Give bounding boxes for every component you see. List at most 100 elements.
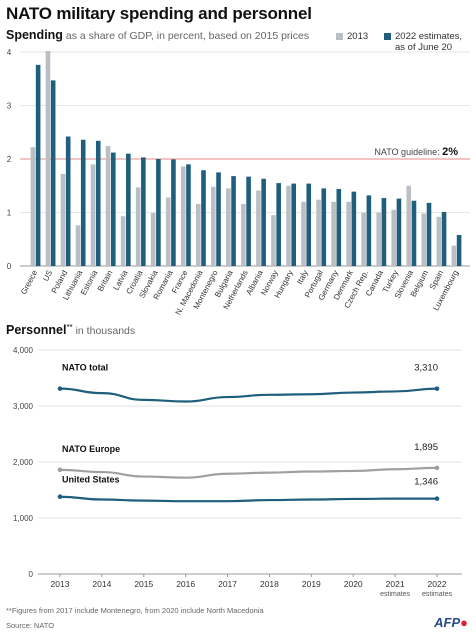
line-x-tick-label: 2021 [386,579,405,589]
bar-2022 [411,200,417,266]
series-start-point [57,494,63,500]
series-end-point [434,496,440,501]
bar-2013 [316,199,321,266]
bar-2013 [391,209,397,266]
bar-2013 [195,203,201,266]
source-note: Source: NATO [6,621,55,630]
personnel-subtext: in thousands [75,325,136,337]
afp-logo-text: AFP [434,615,461,630]
bar-x-tick-label: US [41,269,54,283]
bar-2013 [90,164,96,266]
line-x-tick-label: 2022 [428,579,447,589]
bar-2013 [256,190,261,266]
series-end-value-label: 1,346 [414,477,438,488]
bar-2022 [426,202,432,266]
bar-2013 [180,166,186,266]
legend-item-2013: 2013 [336,31,368,42]
series-name-label: NATO Europe [62,444,120,454]
bar-2013 [120,216,126,266]
bar-2022 [65,136,71,266]
bar-2022 [80,139,86,266]
legend-swatch-2013 [336,32,343,40]
line-x-tick-label: 2015 [134,579,153,589]
bar-2022 [261,178,266,266]
personnel-subtitle: Personnel** in thousands [6,323,135,337]
bar-2013 [421,213,427,266]
personnel-footnote-mark: ** [66,323,73,332]
bar-2022 [381,198,387,266]
series-end-point [434,386,440,391]
bar-2022 [321,188,327,266]
series-start-point [57,386,63,391]
series-line [59,495,437,503]
line-x-tick-label: 2016 [176,579,195,589]
series-name-label: NATO total [62,363,108,373]
legend-label-2013: 2013 [347,31,369,42]
bar-2013 [436,216,442,266]
bar-2022 [231,176,236,266]
spending-heading: Spending [6,28,63,42]
bar-2013 [346,201,351,266]
footnote: **Figures from 2017 include Montenegro, … [6,606,264,615]
bar-2013 [30,147,36,266]
bar-2013 [75,225,81,266]
bar-x-tick-label: Greece [19,268,40,296]
line-x-tick-label: 2019 [302,579,321,589]
spending-subtitle: Spending as a share of GDP, in percent, … [6,28,309,42]
legend-label-2022-line2: as of June 20 [395,42,453,53]
line-x-tick-label: 2020 [344,579,363,589]
bar-2022 [276,183,281,266]
bar-2013 [60,173,66,266]
bar-2013 [165,197,171,266]
bar-2022 [35,64,41,266]
bar-2022 [216,172,221,266]
bar-2022 [156,159,161,266]
bar-2013 [406,185,412,266]
bar-2013 [361,212,366,266]
bar-2013 [451,245,457,266]
line-x-tick-sublabel: estimates [380,591,410,598]
bar-2022 [441,211,447,266]
bar-2013 [331,201,336,266]
series-end-value-label: 3,310 [414,363,438,374]
line-y-tick-label: 1,000 [13,514,34,523]
bar-y-tick-label: 4 [7,48,12,57]
bar-x-tick-label: Italy [295,269,310,286]
bar-2013 [376,212,382,266]
bar-2013 [211,186,216,266]
bar-2022 [366,195,372,266]
bar-2022 [110,152,116,266]
series-line [59,387,438,403]
bar-2022 [126,153,131,266]
bar-2022 [95,140,101,266]
bar-2022 [141,157,146,266]
bar-y-tick-label: 0 [7,262,12,271]
line-y-tick-label: 3,000 [13,402,34,411]
legend-item-2022: 2022 estimates, as of June 20 [384,31,462,53]
bar-x-tick-label: Britain [96,269,115,293]
bar-2013 [301,201,306,266]
legend-label-2022-line1: 2022 estimates, [395,31,463,42]
bar-2022 [246,176,251,266]
chart-title: NATO military spending and personnel [6,4,312,23]
bar-2022 [171,159,176,266]
bar-2013 [150,213,156,266]
line-y-tick-label: 2,000 [13,458,34,467]
series-name-label: United States [62,475,120,485]
line-x-tick-label: 2018 [260,579,279,589]
series-line [59,466,438,479]
line-y-tick-label: 4,000 [13,346,34,355]
bar-2013 [226,188,231,266]
series-end-point [434,465,440,471]
bar-2022 [396,198,402,266]
personnel-heading: Personnel [6,323,67,337]
series-start-point [57,467,63,473]
spending-subtext: as a share of GDP, in percent, based on … [65,30,310,42]
bar-2013 [241,203,246,266]
bar-2022 [336,188,342,266]
bar-2013 [271,215,276,266]
bar-2013 [286,185,291,266]
afp-logo: AFP● [434,615,468,630]
bar-y-tick-label: 2 [7,155,12,164]
